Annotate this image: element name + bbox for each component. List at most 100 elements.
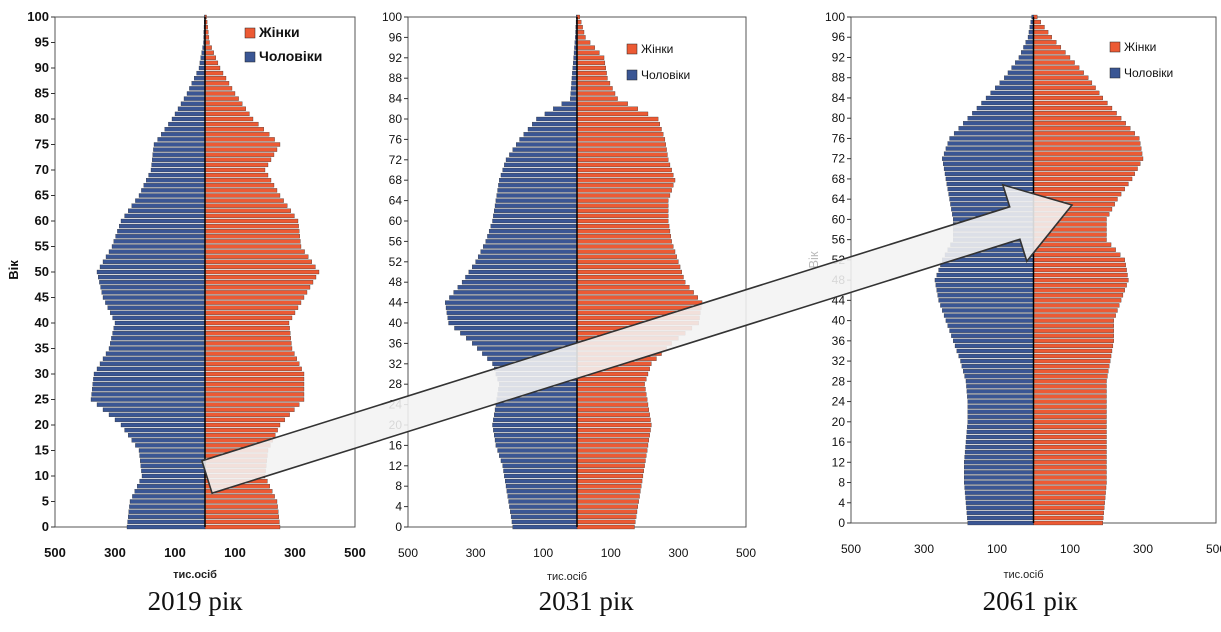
bar-men-age-86 xyxy=(995,85,1034,90)
bar-men-age-21 xyxy=(967,414,1034,419)
bar-women-age-68 xyxy=(204,178,272,183)
bar-women-age-82 xyxy=(576,106,638,111)
bar-men-age-76 xyxy=(949,136,1034,141)
bar-women-age-77 xyxy=(1033,131,1135,136)
bar-men-age-86 xyxy=(189,86,206,91)
bar-women-age-45 xyxy=(1033,293,1124,298)
y-tick-label: 32 xyxy=(389,357,403,371)
bar-women-age-82 xyxy=(204,106,246,111)
x-tick-label: 100 xyxy=(224,545,246,560)
legend-label: Чоловіки xyxy=(1124,66,1173,80)
bar-men-age-17 xyxy=(131,438,206,443)
bar-men-age-12 xyxy=(140,463,206,468)
bar-men-age-15 xyxy=(497,448,578,453)
bar-women-age-41 xyxy=(1033,313,1116,318)
bar-women-age-74 xyxy=(204,147,278,152)
bar-men-age-38 xyxy=(460,331,578,336)
bar-men-age-36 xyxy=(110,341,206,346)
y-tick-label: 100 xyxy=(382,10,402,24)
bar-women-age-50 xyxy=(204,269,320,275)
bar-women-age-78 xyxy=(576,127,662,132)
bar-women-age-10 xyxy=(576,473,644,479)
bar-men-age-0 xyxy=(512,524,578,530)
bar-men-age-10 xyxy=(964,470,1034,475)
bar-men-age-71 xyxy=(151,162,206,168)
bar-women-age-19 xyxy=(204,427,278,433)
bar-men-age-72 xyxy=(942,156,1034,161)
bar-men-age-67 xyxy=(498,183,578,188)
bar-men-age-8 xyxy=(137,484,206,489)
bar-men-age-14 xyxy=(964,450,1034,455)
bar-women-age-66 xyxy=(204,188,278,193)
y-tick-label: 70 xyxy=(35,162,49,177)
bar-men-age-0 xyxy=(967,520,1034,526)
bar-men-age-79 xyxy=(532,121,578,127)
bar-men-age-44 xyxy=(938,298,1034,303)
bar-women-age-34 xyxy=(1033,348,1113,354)
bar-men-age-44 xyxy=(445,300,578,305)
bar-men-age-90 xyxy=(1011,65,1034,70)
bar-men-age-51 xyxy=(99,264,206,270)
bar-women-age-87 xyxy=(1033,80,1093,85)
bar-women-age-76 xyxy=(1033,136,1140,141)
bar-men-age-26 xyxy=(966,389,1034,394)
bar-women-age-23 xyxy=(204,407,295,412)
bar-women-age-97 xyxy=(576,30,585,35)
bar-men-age-2 xyxy=(966,510,1034,516)
bar-women-age-88 xyxy=(204,76,227,81)
bar-men-age-16 xyxy=(965,439,1034,445)
bar-men-age-87 xyxy=(191,81,206,86)
bar-men-age-23 xyxy=(494,407,578,412)
bar-men-age-76 xyxy=(157,137,206,142)
bar-women-age-1 xyxy=(1033,515,1104,521)
bar-women-age-87 xyxy=(576,81,611,86)
bar-women-age-28 xyxy=(576,382,645,387)
bar-men-age-75 xyxy=(947,141,1034,146)
bar-men-age-44 xyxy=(105,300,206,305)
bar-men-age-24 xyxy=(495,402,578,407)
bar-men-age-65 xyxy=(496,193,578,198)
bar-women-age-72 xyxy=(1033,156,1144,161)
bar-men-age-7 xyxy=(506,489,578,494)
y-tick-label: 28 xyxy=(389,377,403,391)
y-tick-label: 80 xyxy=(832,111,846,125)
bar-women-age-81 xyxy=(1033,111,1117,116)
bar-women-age-60 xyxy=(204,218,299,224)
bar-men-age-71 xyxy=(943,161,1034,166)
bar-women-age-59 xyxy=(204,223,299,229)
bar-women-age-80 xyxy=(1033,116,1122,121)
bar-men-age-77 xyxy=(523,132,578,137)
bar-men-age-73 xyxy=(152,152,206,157)
bar-women-age-5 xyxy=(1033,495,1106,500)
bar-women-age-35 xyxy=(1033,343,1114,349)
bar-women-age-70 xyxy=(576,167,672,173)
bar-women-age-83 xyxy=(576,101,628,106)
y-tick-label: 40 xyxy=(35,315,49,330)
bar-men-age-36 xyxy=(472,341,578,346)
bar-men-age-41 xyxy=(447,315,578,321)
bar-women-age-7 xyxy=(576,489,641,494)
bar-women-age-24 xyxy=(204,402,300,407)
bar-men-age-45 xyxy=(937,293,1034,298)
bar-women-age-2 xyxy=(576,514,637,519)
bar-women-age-44 xyxy=(576,300,703,305)
x-tick-label: 100 xyxy=(164,545,186,560)
bar-women-age-91 xyxy=(576,60,606,66)
bar-women-age-76 xyxy=(204,137,275,142)
bar-men-age-61 xyxy=(124,213,206,219)
bar-men-age-48 xyxy=(461,280,578,285)
bar-men-age-37 xyxy=(466,336,578,341)
bar-women-age-91 xyxy=(1033,60,1075,65)
bar-men-age-83 xyxy=(561,101,578,106)
bar-women-age-50 xyxy=(1033,267,1127,273)
bar-men-age-28 xyxy=(965,379,1034,384)
bar-women-age-25 xyxy=(204,397,305,402)
y-tick-label: 96 xyxy=(832,30,846,44)
bar-women-age-36 xyxy=(1033,338,1114,343)
bar-women-age-23 xyxy=(576,407,649,412)
bar-men-age-60 xyxy=(120,218,206,224)
bar-men-age-20 xyxy=(120,422,206,428)
bar-men-age-73 xyxy=(509,152,578,157)
bar-men-age-68 xyxy=(945,176,1034,182)
bar-women-age-26 xyxy=(576,392,647,397)
